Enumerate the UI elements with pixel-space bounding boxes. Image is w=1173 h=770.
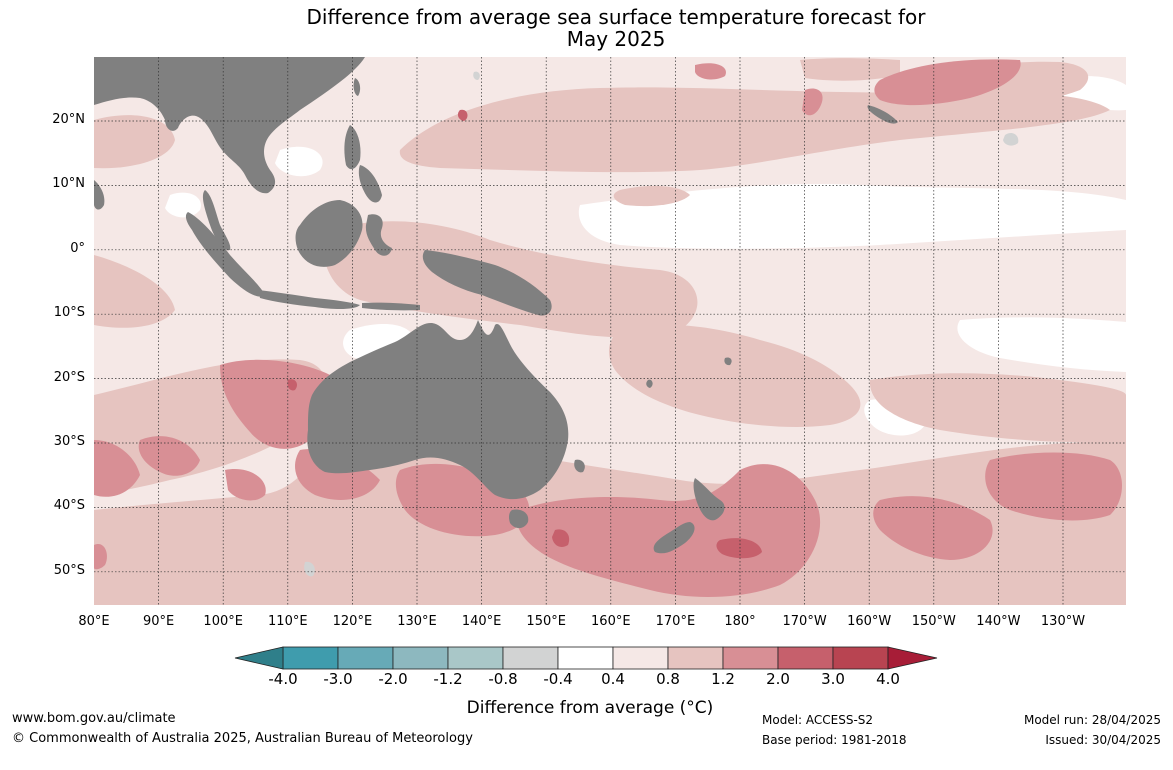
cool-anomaly-patches <box>304 71 1019 577</box>
longitude-label: 170°E <box>655 614 696 629</box>
colorbar-bin <box>557 646 614 670</box>
colorbar-tick-label: 2.0 <box>766 670 790 688</box>
base-period: Base period: 1981-2018 <box>762 733 907 747</box>
land-masses <box>94 57 898 554</box>
map-title-line1: Difference from average sea surface temp… <box>306 5 926 29</box>
colorbar-bin <box>337 646 394 670</box>
copyright-text: © Commonwealth of Australia 2025, Austra… <box>12 731 473 746</box>
model-run-date: Model run: 28/04/2025 <box>1023 713 1161 727</box>
longitude-label: 140°W <box>976 614 1021 629</box>
colorbar-tick-label: 0.8 <box>656 670 680 688</box>
colorbar-tick-label: 3.0 <box>821 670 845 688</box>
longitude-label: 80°E <box>78 614 110 629</box>
longitude-label: 170°W <box>782 614 827 629</box>
colorbar-bin <box>722 646 779 670</box>
strong-anomaly-areas <box>287 109 762 559</box>
latitude-label: 10°S <box>53 305 85 321</box>
colorbar-tick-label: -1.2 <box>433 670 463 688</box>
colorbar-high-extension <box>887 646 938 670</box>
latitude-label: 50°S <box>53 562 85 578</box>
longitude-label: 90°E <box>142 614 175 629</box>
colorbar-tick-label: -0.8 <box>488 670 518 688</box>
website-link[interactable]: www.bom.gov.au/climate <box>12 711 176 726</box>
colorbar-tick-label: -0.4 <box>543 670 573 688</box>
colorbar-bin <box>502 646 559 670</box>
longitude-label: 130°W <box>1040 614 1086 629</box>
model-name: Model: ACCESS-S2 <box>762 713 874 727</box>
colorbar-label: Difference from average (°C) <box>466 698 714 718</box>
graticule <box>94 57 1126 605</box>
colorbar-bin <box>282 646 339 670</box>
longitude-label: 130°E <box>397 614 437 629</box>
colorbar-bin <box>667 646 724 670</box>
latitude-label: 20°S <box>53 369 85 385</box>
colorbar-bin <box>777 646 834 670</box>
latitude-label: 20°N <box>52 112 85 127</box>
latitude-label: 40°S <box>53 498 85 514</box>
longitude-label: 180° <box>724 614 756 629</box>
latitude-label: 10°N <box>52 176 85 192</box>
colorbar-tick-label: -2.0 <box>378 670 408 688</box>
colorbar-bin <box>392 646 449 670</box>
colorbar-low-extension <box>234 646 284 670</box>
longitude-label: 120°E <box>332 614 373 629</box>
map-title-line2: May 2025 <box>566 27 666 51</box>
latitude-label: 0° <box>70 240 85 256</box>
colorbar-bin <box>832 646 889 670</box>
colorbar-bin <box>447 646 504 670</box>
longitude-label: 140°E <box>461 614 502 629</box>
longitude-label: 110°E <box>268 614 308 629</box>
colorbar-bin <box>612 646 669 670</box>
colorbar-tick-label: 1.2 <box>711 670 735 688</box>
longitude-label: 160°E <box>591 614 631 629</box>
longitude-label: 150°W <box>911 614 956 629</box>
latitude-label: 30°S <box>53 434 85 449</box>
longitude-label: 160°W <box>847 614 892 629</box>
issued-date: Issued: 30/04/2025 <box>1045 733 1161 747</box>
colorbar-tick-label: 0.4 <box>601 670 625 688</box>
longitude-label: 100°E <box>203 614 243 629</box>
colorbar-tick-label: 4.0 <box>876 670 900 688</box>
colorbar-tick-label: -4.0 <box>268 670 298 688</box>
colorbar-tick-label: -3.0 <box>323 670 353 688</box>
longitude-label: 150°E <box>526 614 566 629</box>
